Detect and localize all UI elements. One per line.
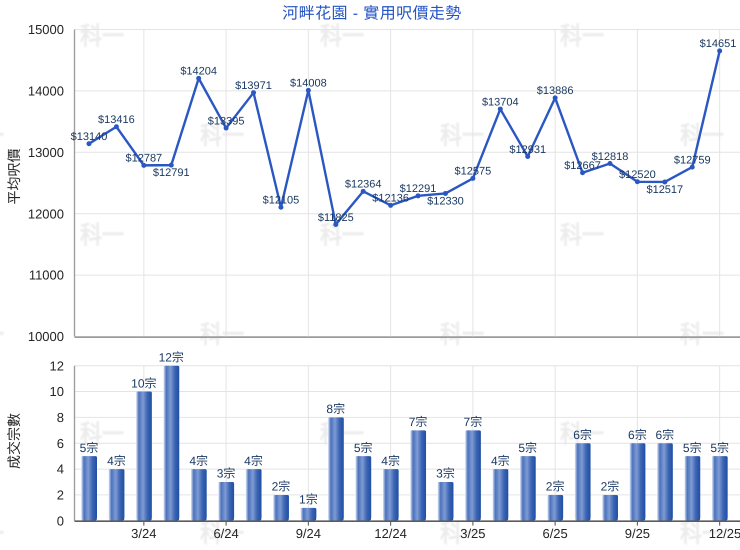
svg-text:科一: 科一: [200, 122, 244, 150]
svg-text:13000: 13000: [28, 145, 64, 160]
svg-text:7宗: 7宗: [464, 415, 483, 429]
svg-text:$12667: $12667: [564, 160, 601, 172]
svg-text:科一: 科一: [560, 222, 604, 250]
svg-text:4宗: 4宗: [381, 454, 400, 468]
svg-text:4宗: 4宗: [244, 454, 263, 468]
svg-text:河畔花園 - 實用呎價走勢: 河畔花園 - 實用呎價走勢: [282, 5, 461, 23]
svg-text:15000: 15000: [28, 22, 64, 37]
svg-text:$13886: $13886: [537, 85, 574, 97]
svg-text:1宗: 1宗: [299, 493, 318, 507]
svg-text:$12330: $12330: [427, 195, 464, 207]
svg-text:3宗: 3宗: [436, 467, 455, 481]
svg-text:3宗: 3宗: [217, 467, 236, 481]
svg-text:12宗: 12宗: [159, 350, 184, 364]
svg-text:12/25: 12/25: [709, 526, 740, 541]
svg-text:9/24: 9/24: [296, 526, 321, 541]
svg-text:4宗: 4宗: [491, 454, 510, 468]
svg-text:平均呎價: 平均呎價: [6, 149, 22, 205]
svg-text:7宗: 7宗: [409, 415, 428, 429]
svg-text:科一: 科一: [80, 421, 124, 449]
svg-text:科一: 科一: [680, 520, 724, 548]
svg-text:$12364: $12364: [345, 179, 382, 191]
svg-text:科一: 科一: [560, 23, 604, 51]
svg-text:11000: 11000: [29, 268, 64, 283]
svg-text:10: 10: [50, 384, 64, 399]
svg-text:3/24: 3/24: [131, 526, 156, 541]
svg-text:$12787: $12787: [125, 153, 162, 165]
svg-text:科一: 科一: [200, 520, 244, 548]
svg-text:$14651: $14651: [700, 38, 737, 50]
svg-text:$13971: $13971: [235, 80, 272, 92]
svg-text:科一: 科一: [440, 122, 484, 150]
svg-text:9/25: 9/25: [625, 526, 650, 541]
svg-text:5宗: 5宗: [518, 441, 537, 455]
svg-text:6宗: 6宗: [628, 428, 647, 442]
svg-text:$13140: $13140: [71, 131, 108, 143]
svg-text:10000: 10000: [28, 329, 64, 344]
svg-text:$12931: $12931: [509, 144, 546, 156]
svg-text:$12575: $12575: [455, 166, 492, 178]
svg-text:科一: 科一: [320, 23, 364, 51]
svg-text:0: 0: [57, 513, 64, 528]
svg-text:2宗: 2宗: [546, 480, 565, 494]
svg-text:10宗: 10宗: [131, 376, 156, 390]
svg-text:科一: 科一: [440, 321, 484, 349]
svg-text:5宗: 5宗: [354, 441, 373, 455]
svg-text:$12136: $12136: [372, 193, 409, 205]
svg-text:5宗: 5宗: [80, 441, 99, 455]
svg-text:6/25: 6/25: [542, 526, 567, 541]
svg-text:$12105: $12105: [263, 195, 300, 207]
svg-text:2宗: 2宗: [601, 480, 620, 494]
svg-text:14000: 14000: [28, 84, 64, 99]
svg-text:$12818: $12818: [592, 151, 629, 163]
svg-text:6/24: 6/24: [213, 526, 238, 541]
svg-text:科一: 科一: [320, 222, 364, 250]
svg-text:4: 4: [57, 462, 64, 477]
svg-text:科一: 科一: [80, 23, 124, 51]
svg-text:5宗: 5宗: [710, 441, 729, 455]
svg-text:$13416: $13416: [98, 114, 135, 126]
svg-text:6: 6: [57, 436, 64, 451]
svg-text:$12291: $12291: [400, 183, 437, 195]
svg-text:12: 12: [50, 358, 64, 373]
svg-text:3/25: 3/25: [460, 526, 485, 541]
svg-text:$13704: $13704: [482, 96, 519, 108]
svg-text:成交宗數: 成交宗數: [6, 413, 22, 469]
svg-text:6宗: 6宗: [573, 428, 592, 442]
svg-text:5宗: 5宗: [683, 441, 702, 455]
svg-text:8: 8: [57, 410, 64, 425]
svg-text:科一: 科一: [0, 122, 4, 150]
svg-text:$11825: $11825: [318, 212, 354, 224]
svg-text:2: 2: [57, 488, 64, 503]
svg-text:$12517: $12517: [646, 184, 683, 196]
svg-text:$12791: $12791: [153, 167, 190, 179]
svg-text:2宗: 2宗: [272, 480, 291, 494]
svg-text:12000: 12000: [28, 206, 64, 221]
svg-text:科一: 科一: [200, 321, 244, 349]
svg-text:$12759: $12759: [674, 154, 711, 166]
svg-text:4宗: 4宗: [107, 454, 126, 468]
svg-text:$14008: $14008: [290, 78, 327, 90]
svg-text:科一: 科一: [440, 520, 484, 548]
svg-text:$12520: $12520: [619, 169, 656, 181]
svg-text:科一: 科一: [0, 520, 4, 548]
svg-text:科一: 科一: [80, 222, 124, 250]
svg-text:8宗: 8宗: [326, 402, 345, 416]
svg-text:$13395: $13395: [208, 115, 245, 127]
svg-text:科一: 科一: [680, 321, 724, 349]
svg-text:$14204: $14204: [180, 66, 217, 78]
svg-text:12/24: 12/24: [374, 526, 407, 541]
svg-text:4宗: 4宗: [189, 454, 208, 468]
svg-text:科一: 科一: [0, 321, 4, 349]
svg-text:6宗: 6宗: [655, 428, 674, 442]
